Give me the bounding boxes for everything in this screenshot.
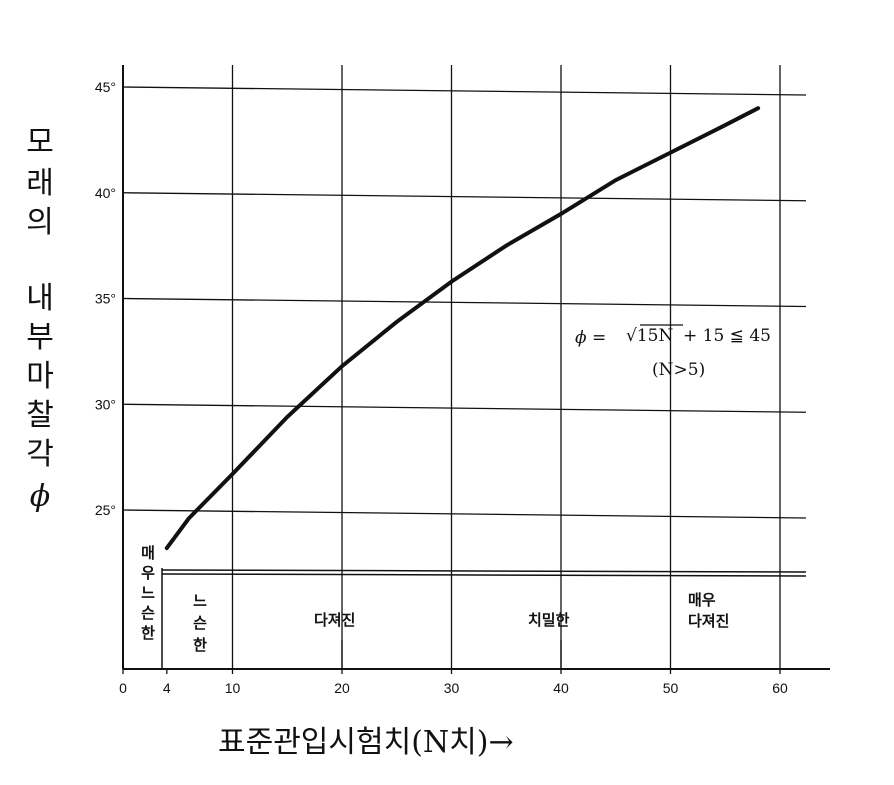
y-axis-label-char-5: 부 — [26, 320, 54, 355]
y-tick-label-35: 35° — [95, 291, 116, 307]
zone-loose-char-2: 한 — [193, 636, 207, 654]
friction-angle-curve — [164, 106, 761, 551]
y-tick-label-45: 45° — [95, 79, 116, 95]
zone-very-loose-char-1: 우 — [141, 564, 155, 582]
gridline-y-40 — [122, 192, 807, 202]
formula-rest: + 15 ≦ 45 — [683, 326, 771, 346]
x-tick-label-0: 0 — [119, 680, 127, 696]
y-axis-label-char-4: 내 — [26, 281, 54, 316]
y-tick-label-30: 30° — [95, 396, 116, 412]
y-axis-label-char-6: 마 — [26, 359, 54, 394]
zone-band-line-upper — [161, 569, 807, 573]
y-tick-label-25: 25° — [95, 502, 116, 518]
x-tick-label-20: 20 — [334, 680, 350, 696]
x-axis-label: 표준관입시험치(N치)→ — [218, 725, 514, 760]
vertical-gridlines — [231, 65, 781, 669]
formula-condition: (N>5) — [652, 360, 705, 380]
zone-very-loose-char-4: 한 — [141, 624, 155, 642]
zone-band — [161, 568, 807, 669]
gridline-y-30 — [122, 403, 807, 413]
axes — [122, 65, 830, 670]
x-tick-label-40: 40 — [553, 680, 569, 696]
zone-label-very-dense-2: 다져진 — [688, 612, 729, 630]
formula-annotation: ϕ = √15N + 15 ≦ 45 (N>5) — [575, 324, 771, 380]
zone-label-loose: 느슨한 — [193, 592, 207, 654]
zone-label-medium: 다져진 — [314, 611, 355, 629]
y-axis-label-char-9: ϕ — [30, 479, 50, 514]
zone-very-loose-char-2: 느 — [141, 584, 155, 602]
x-tick-label-4: 4 — [163, 680, 171, 696]
y-axis-label-char-1: 래 — [26, 166, 54, 201]
gridline-y-35 — [122, 297, 807, 308]
y-tick-labels: 45° 40° 35° 30° 25° — [95, 79, 116, 518]
x-tick-label-60: 60 — [772, 680, 788, 696]
horizontal-gridlines — [122, 86, 807, 519]
x-tick-label-10: 10 — [225, 680, 241, 696]
zone-very-loose-char-3: 슨 — [141, 604, 155, 622]
x-tick-labels: 0 4 10 20 30 40 50 60 — [119, 669, 788, 696]
y-tick-label-40: 40° — [95, 185, 116, 201]
y-axis-label-char-7: 찰 — [26, 398, 54, 433]
zone-loose-char-0: 느 — [193, 592, 207, 610]
x-tick-label-30: 30 — [444, 680, 460, 696]
zone-label-dense: 치밀한 — [528, 611, 570, 629]
formula-sqrt: √15N — [626, 326, 673, 346]
zone-label-very-dense-1: 매우 — [688, 591, 716, 609]
x-tick-label-50: 50 — [663, 680, 679, 696]
y-axis-label-char-2: 의 — [26, 205, 54, 240]
formula-phi: ϕ = — [575, 328, 606, 348]
zone-band-line-lower — [161, 573, 807, 577]
y-axis-label-char-8: 각 — [26, 437, 54, 472]
gridline-y-45 — [122, 86, 807, 96]
zone-loose-char-1: 슨 — [193, 614, 207, 632]
gridline-y-25 — [122, 509, 807, 519]
zone-very-loose-char-0: 매 — [141, 544, 155, 562]
y-axis-label-char-0: 모 — [26, 125, 54, 160]
